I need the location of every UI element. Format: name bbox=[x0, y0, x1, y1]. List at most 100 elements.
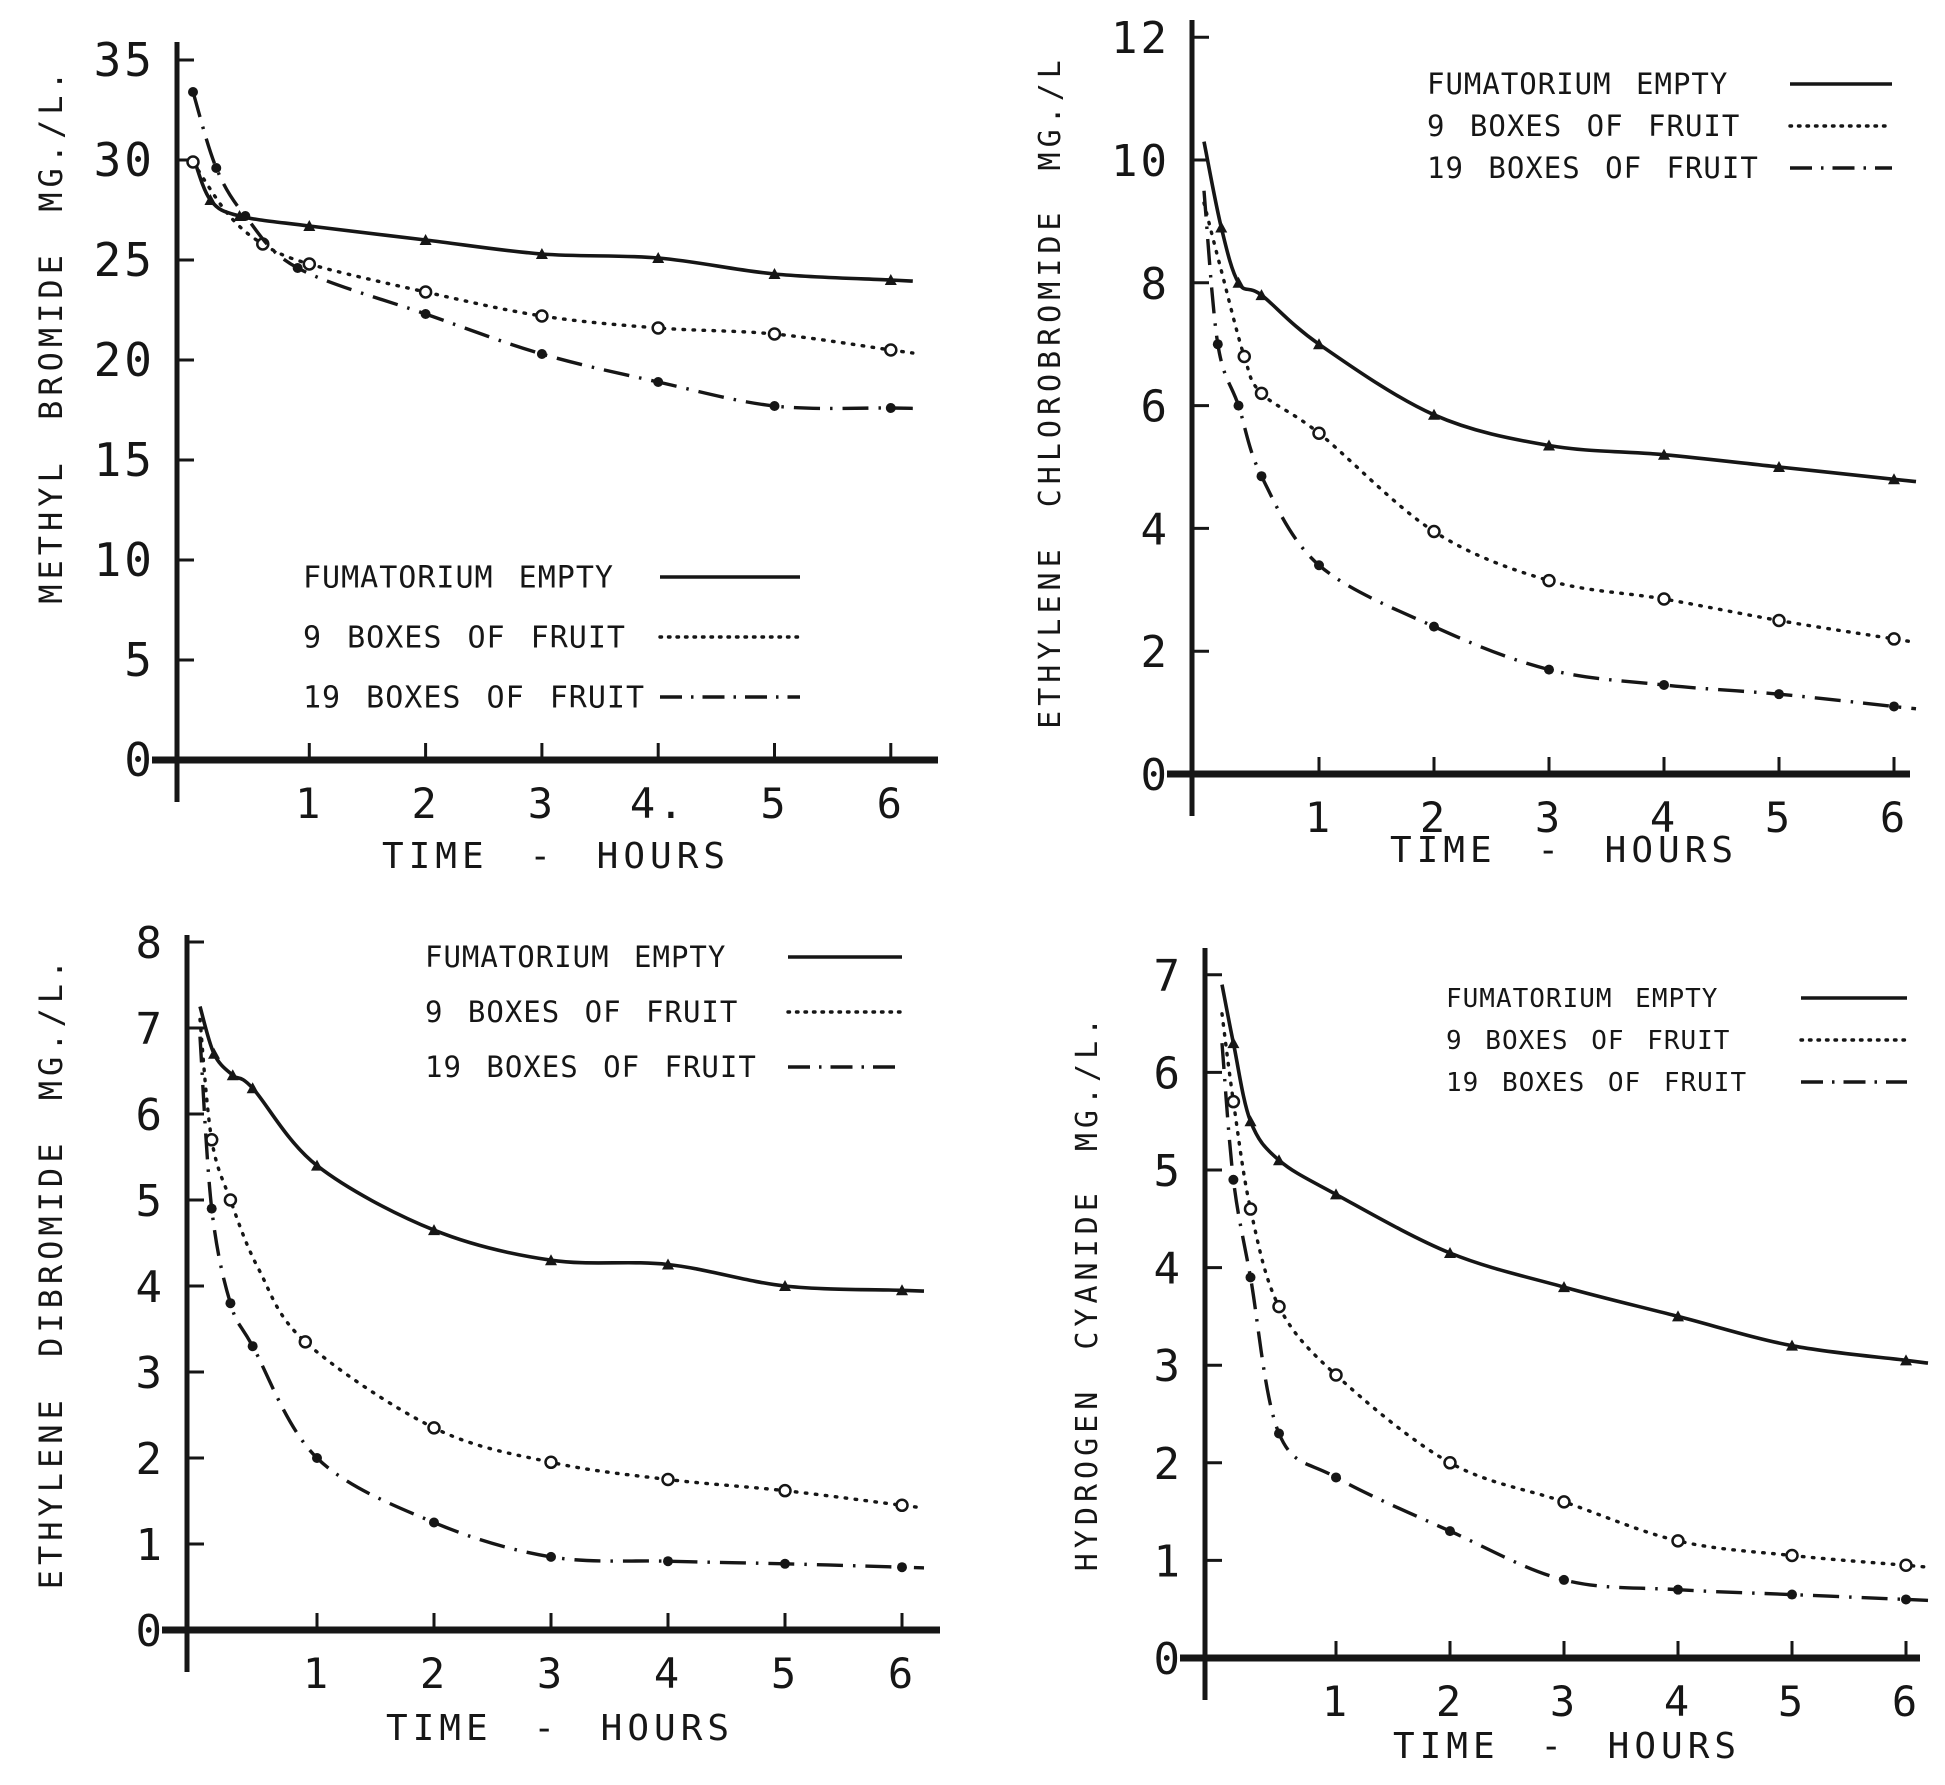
filled-circle-marker-icon bbox=[769, 401, 780, 411]
triangle-marker-icon bbox=[1773, 461, 1785, 472]
series-line-19-boxes-of-fruit bbox=[1202, 190, 1917, 711]
y-tick-label: 7 bbox=[136, 1004, 166, 1055]
filled-circle-marker-icon bbox=[1659, 679, 1669, 690]
y-tick-label: 3 bbox=[136, 1348, 166, 1399]
open-circle-marker-icon bbox=[418, 285, 433, 299]
y-tick-label: 10 bbox=[94, 533, 155, 587]
open-circle-marker-icon bbox=[1557, 1495, 1571, 1509]
y-tick-label: 2 bbox=[1154, 1439, 1184, 1490]
filled-circle-marker-icon bbox=[211, 163, 222, 173]
filled-circle-marker-icon bbox=[206, 1203, 217, 1214]
triangle-marker-icon bbox=[896, 1284, 908, 1296]
filled-circle-marker-icon bbox=[1429, 621, 1439, 632]
series-markers-19-boxes-of-fruit bbox=[206, 1203, 907, 1573]
y-tick-label: 6 bbox=[136, 1090, 166, 1141]
triangle-marker-icon bbox=[1215, 221, 1228, 233]
open-circle-marker-icon bbox=[427, 1421, 441, 1435]
y-tick-label: 4 bbox=[1141, 504, 1171, 555]
legend-label-19-boxes-of-fruit: 19 BOXES OF FRUIT bbox=[1446, 1068, 1747, 1098]
filled-circle-marker-icon bbox=[1544, 664, 1554, 675]
y-tick-label: 5 bbox=[1154, 1146, 1184, 1197]
x-tick-label: 4. bbox=[630, 779, 687, 828]
filled-circle-marker-icon bbox=[653, 377, 664, 387]
y-tick-label: 0 bbox=[136, 1606, 166, 1657]
filled-circle-marker-icon bbox=[1559, 1574, 1569, 1585]
triangle-marker-icon bbox=[1900, 1354, 1912, 1366]
y-tick-label: 0 bbox=[1141, 750, 1171, 801]
y-axis-title: ETHYLENE CHLOROBROMIDE MG./L bbox=[1033, 55, 1068, 729]
y-tick-label: 8 bbox=[136, 918, 166, 969]
y-tick-label: 10 bbox=[1111, 136, 1170, 187]
y-tick-label: 7 bbox=[1154, 951, 1184, 1002]
filled-circle-marker-icon bbox=[1245, 1272, 1256, 1283]
open-circle-marker-icon bbox=[1887, 632, 1901, 646]
x-tick-label: 5 bbox=[771, 1649, 799, 1698]
filled-circle-marker-icon bbox=[1787, 1589, 1797, 1600]
y-tick-label: 4 bbox=[1154, 1244, 1184, 1295]
chart-panel-ethylene-dibromide: 0 1 2 3 4 5 6 7 8 1 2 3 4 5 6 FUMATORIUM EMPTY 9 BOXES O… bbox=[0, 900, 960, 1785]
series-markers-fumatorium-empty bbox=[208, 1047, 908, 1296]
legend: FUMATORIUM EMPTY 9 BOXES OF FRUIT 19 BOXES… bbox=[1446, 984, 1909, 1098]
legend-label-9-boxes-of-fruit: 9 BOXES OF FRUIT bbox=[1446, 1026, 1730, 1056]
triangle-marker-icon bbox=[652, 252, 665, 263]
open-circle-marker-icon bbox=[1243, 1202, 1258, 1216]
triangle-marker-icon bbox=[1658, 448, 1670, 460]
x-tick-label: 2 bbox=[1436, 1677, 1464, 1726]
x-tick-label: 5 bbox=[1765, 793, 1793, 842]
x-tick-label: 3 bbox=[528, 779, 556, 828]
open-circle-marker-icon bbox=[884, 343, 898, 357]
triangle-marker-icon bbox=[1313, 338, 1325, 350]
triangle-marker-icon bbox=[1255, 289, 1268, 301]
series-line-19-boxes-of-fruit bbox=[198, 1036, 925, 1570]
y-tick-label: 6 bbox=[1154, 1048, 1184, 1099]
triangle-marker-icon bbox=[204, 194, 217, 205]
chart-svg-ethylene-dibromide: 0 1 2 3 4 5 6 7 8 1 2 3 4 5 6 FUMATORIUM EMPTY 9 BOXES O… bbox=[32, 918, 940, 1749]
open-circle-marker-icon bbox=[1772, 613, 1786, 628]
filled-circle-marker-icon bbox=[885, 403, 896, 413]
filled-circle-marker-icon bbox=[1445, 1526, 1455, 1537]
x-tick-label: 1 bbox=[295, 779, 323, 828]
y-tick-label: 5 bbox=[124, 633, 155, 687]
x-tick-label: 6 bbox=[1892, 1677, 1920, 1726]
series-line-9-boxes-of-fruit bbox=[191, 160, 915, 355]
filled-circle-marker-icon bbox=[1233, 400, 1244, 411]
legend-label-fumatorium-empty: FUMATORIUM EMPTY bbox=[1427, 67, 1728, 101]
filled-circle-marker-icon bbox=[429, 1517, 439, 1528]
triangle-marker-icon bbox=[208, 1047, 221, 1059]
open-circle-marker-icon bbox=[895, 1498, 909, 1513]
triangle-marker-icon bbox=[1330, 1188, 1342, 1200]
filled-circle-marker-icon bbox=[292, 263, 303, 273]
filled-circle-marker-icon bbox=[188, 87, 198, 97]
triangle-marker-icon bbox=[1543, 439, 1555, 451]
legend-label-19-boxes-of-fruit: 19 BOXES OF FRUIT bbox=[1427, 151, 1759, 185]
open-circle-marker-icon bbox=[302, 257, 317, 271]
series-markers-19-boxes-of-fruit bbox=[1228, 1174, 1911, 1605]
y-tick-label: 20 bbox=[94, 333, 155, 387]
open-circle-marker-icon bbox=[767, 327, 782, 341]
x-axis-title: TIME - HOURS bbox=[1393, 1726, 1741, 1767]
open-circle-marker-icon bbox=[1237, 349, 1251, 364]
legend: FUMATORIUM EMPTY 9 BOXES OF FRUIT 19 BOXES… bbox=[1427, 67, 1894, 185]
open-circle-marker-icon bbox=[651, 321, 665, 335]
triangle-marker-icon bbox=[1227, 1037, 1240, 1049]
series-markers-fumatorium-empty bbox=[1227, 1037, 1912, 1366]
series-markers-fumatorium-empty bbox=[1215, 221, 1900, 485]
x-tick-label: 6 bbox=[888, 1649, 916, 1698]
y-axis-title: ETHYLENE DIBROMIDE MG./L. bbox=[32, 955, 70, 1590]
triangle-marker-icon bbox=[419, 234, 432, 245]
y-tick-label: 3 bbox=[1154, 1341, 1184, 1392]
open-circle-marker-icon bbox=[1254, 386, 1269, 401]
y-tick-label: 4 bbox=[136, 1262, 166, 1313]
open-circle-marker-icon bbox=[1312, 426, 1326, 440]
y-tick-label: 12 bbox=[1111, 13, 1170, 64]
filled-circle-marker-icon bbox=[546, 1551, 556, 1562]
series-markers-fumatorium-empty bbox=[204, 194, 897, 285]
triangle-marker-icon bbox=[1273, 1154, 1285, 1166]
triangle-marker-icon bbox=[1888, 473, 1900, 485]
filled-circle-marker-icon bbox=[1889, 701, 1899, 712]
triangle-marker-icon bbox=[1558, 1281, 1570, 1293]
triangle-marker-icon bbox=[884, 274, 897, 285]
y-tick-label: 2 bbox=[1141, 627, 1171, 678]
